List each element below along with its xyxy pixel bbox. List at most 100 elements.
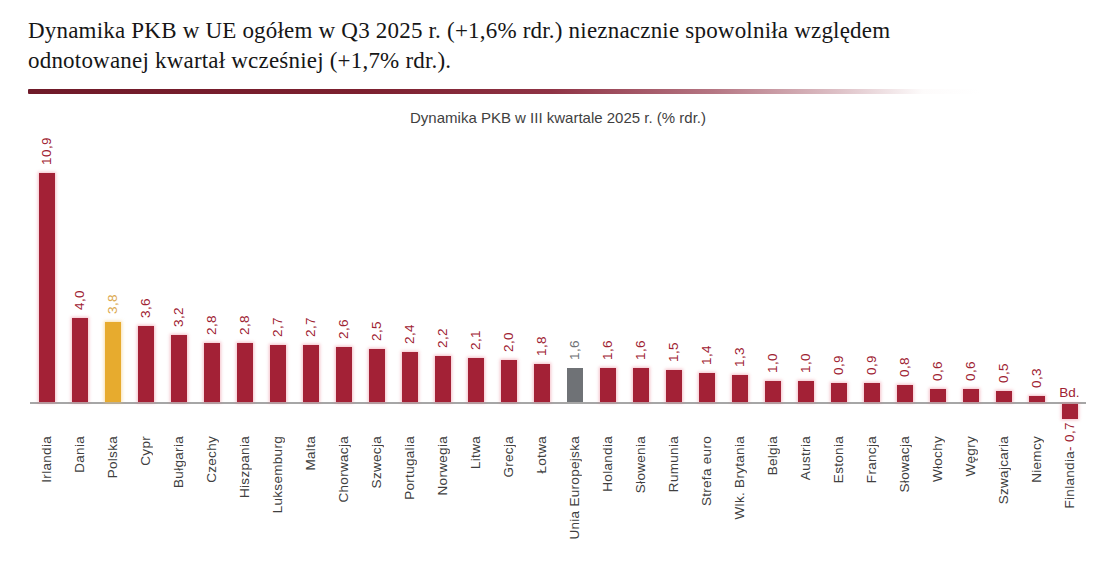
bar-bułgaria (171, 335, 187, 402)
bar-litwa (468, 358, 484, 402)
chart-title: Dynamika PKB w III kwartale 2025 r. (% r… (30, 109, 1086, 126)
bar-łotwa (534, 364, 550, 402)
bar-unia-europejska (567, 368, 583, 402)
bar-słowenia (633, 368, 649, 402)
bar-slot-włochy: 0,6 (921, 130, 954, 402)
bar-value-label: 2,2 (435, 328, 450, 348)
x-axis-slot-unia-europejska: Unia Europejska (558, 404, 591, 566)
bar-slot-estonia: 0,9 (822, 130, 855, 402)
bar-dania (72, 318, 88, 402)
x-axis-slot-niemcy: Niemcy (1020, 404, 1053, 566)
x-axis-label: Finlandia (1062, 451, 1077, 508)
bar-slot-wlk-brytania: 1,3 (723, 130, 756, 402)
bar-luksemburg (270, 345, 286, 402)
x-axis-slot-polska: Polska (96, 404, 129, 566)
x-axis-slot-włochy: Włochy (921, 404, 954, 566)
x-axis-label: Bułgaria (171, 436, 186, 488)
x-axis-label: Litwa (468, 436, 483, 469)
bar-szwecja (369, 349, 385, 402)
x-axis-slot-portugalia: Portugalia (393, 404, 426, 566)
gdp-bar-chart: Dynamika PKB w III kwartale 2025 r. (% r… (30, 109, 1086, 566)
bar-irlandia (39, 173, 55, 402)
x-axis-slot-chorwacja: Chorwacja (327, 404, 360, 566)
bar-slot-austria: 1,0 (789, 130, 822, 402)
x-axis-slot-strefa-euro: Strefa euro (690, 404, 723, 566)
x-axis-slot-węgry: Węgry (954, 404, 987, 566)
bar-czechy (204, 343, 220, 402)
x-axis-slot-finlandia: - 0,7Finlandia (1053, 404, 1086, 566)
bar-value-label: 2,4 (402, 324, 417, 344)
bar-polska (105, 322, 121, 402)
page-title-line2: odnotowanej kwartał wcześniej (+1,7% rdr… (28, 46, 1080, 76)
x-axis-slot-norwegia: Norwegia (426, 404, 459, 566)
bar-value-label: 10,9 (39, 137, 54, 165)
page-title: Dynamika PKB w UE ogółem w Q3 2025 r. (+… (0, 0, 1110, 76)
bar-hiszpania (237, 343, 253, 402)
bar-value-label: 4,0 (72, 290, 87, 310)
x-axis-slot-holandia: Holandia (591, 404, 624, 566)
x-axis-slot-hiszpania: Hiszpania (228, 404, 261, 566)
bar-slot-malta: 2,7 (294, 130, 327, 402)
bar-value-label: 1,5 (666, 342, 681, 362)
x-axis-label: Hiszpania (237, 436, 252, 498)
x-axis-slot-rumunia: Rumunia (657, 404, 690, 566)
bar-slot-portugalia: 2,4 (393, 130, 426, 402)
bar-niemcy (1029, 396, 1045, 402)
bar-value-label: 3,8 (105, 294, 120, 314)
x-axis-slot-dania: Dania (63, 404, 96, 566)
bar-slot-węgry: 0,6 (954, 130, 987, 402)
x-axis-label: Rumunia (666, 436, 681, 492)
bar-francja (864, 383, 880, 402)
x-axis-label: Francja (864, 436, 879, 483)
x-axis-label: Irlandia (39, 436, 54, 483)
bar-wlk-brytania (732, 375, 748, 402)
bar-portugalia (402, 352, 418, 402)
bar-strefa-euro (699, 373, 715, 402)
x-axis-slot-belgia: Belgia (756, 404, 789, 566)
x-axis-label: Dania (72, 436, 87, 473)
bar-slot-litwa: 2,1 (459, 130, 492, 402)
bar-slot-łotwa: 1,8 (525, 130, 558, 402)
bar-value-label: 1,6 (633, 340, 648, 360)
x-axis-label: Węgry (963, 436, 978, 477)
x-axis-label: Łotwa (534, 436, 549, 474)
x-axis-label: Wlk. Brytania (732, 436, 747, 519)
x-axis-slot-litwa: Litwa (459, 404, 492, 566)
x-axis-slot-wlk-brytania: Wlk. Brytania (723, 404, 756, 566)
bar-holandia (600, 368, 616, 402)
x-axis-label: Szwecja (369, 436, 384, 488)
x-axis-label: Portugalia (402, 436, 417, 500)
bar-value-label: 1,6 (567, 340, 582, 360)
bar-słowacja (897, 385, 913, 402)
bar-value-label: 2,6 (336, 319, 351, 339)
x-axis-slot-grecja: Grecja (492, 404, 525, 566)
bar-slot-hiszpania: 2,8 (228, 130, 261, 402)
bar-slot-czechy: 2,8 (195, 130, 228, 402)
bar-węgry (963, 389, 979, 402)
bar-slot-dania: 4,0 (63, 130, 96, 402)
x-axis-slot-szwecja: Szwecja (360, 404, 393, 566)
no-data-label: Bd. (1059, 385, 1079, 400)
x-axis-label: Cypr (138, 436, 153, 466)
bar-malta (303, 345, 319, 402)
x-axis-labels: IrlandiaDaniaPolskaCyprBułgariaCzechyHis… (30, 402, 1086, 566)
bar-slot-polska: 3,8 (96, 130, 129, 402)
bar-value-label: 2,7 (303, 317, 318, 337)
bar-value-label: 2,8 (204, 315, 219, 335)
bar-value-label: 1,0 (765, 353, 780, 373)
bar-value-label: 1,8 (534, 336, 549, 356)
bar-slot-unia-europejska: 1,6 (558, 130, 591, 402)
bar-belgia (765, 381, 781, 402)
x-axis-slot-słowacja: Słowacja (888, 404, 921, 566)
bar-slot-grecja: 2,0 (492, 130, 525, 402)
bar-slot-irlandia: 10,9 (30, 130, 63, 402)
bar-value-label: 0,9 (864, 355, 879, 375)
bar-chorwacja (336, 347, 352, 402)
bar-rumunia (666, 370, 682, 402)
bar-austria (798, 381, 814, 402)
bar-value-label: 0,9 (831, 355, 846, 375)
x-axis-slot-malta: Malta (294, 404, 327, 566)
x-axis-slot-słowenia: Słowenia (624, 404, 657, 566)
bar-value-label: 0,5 (996, 363, 1011, 383)
x-axis-label: Belgia (765, 436, 780, 475)
